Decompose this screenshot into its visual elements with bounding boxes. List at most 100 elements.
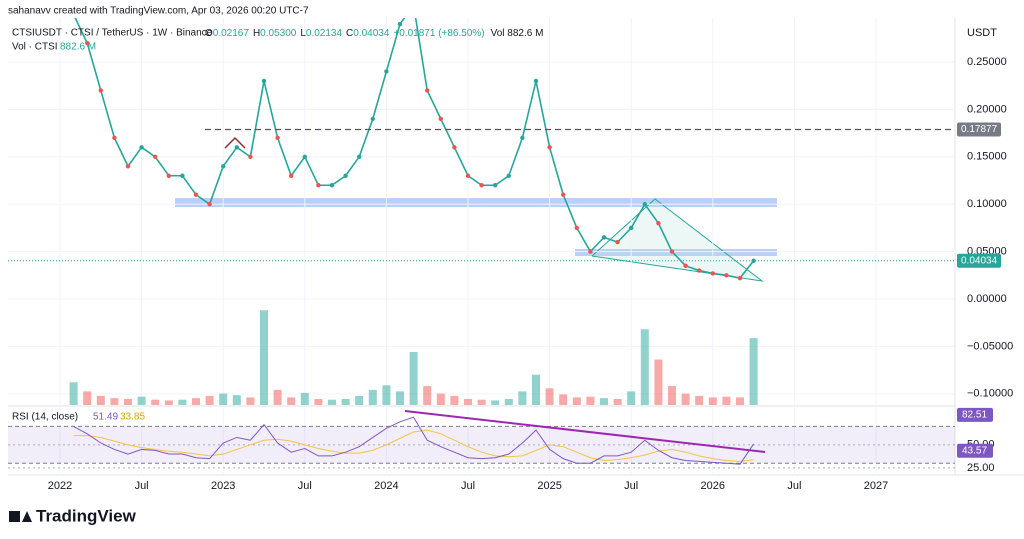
volume-bar [464, 398, 472, 405]
volume-bar [355, 395, 364, 405]
volume-bar [164, 400, 173, 405]
volume-bar [532, 374, 540, 405]
x-tick-label: 2027 [864, 480, 888, 492]
volume-bar [205, 395, 214, 405]
vol-pane-title: Vol · CTSI [12, 42, 58, 53]
x-tick-label: Jul [787, 480, 801, 492]
x-tick-label: Jul [461, 480, 475, 492]
zone [175, 198, 777, 207]
price-point [683, 263, 688, 269]
rsi-box [957, 407, 993, 422]
volume-bar [477, 399, 486, 405]
price-point [166, 173, 171, 178]
price-point [574, 225, 579, 231]
ohlc-value: 0.04034 [353, 28, 390, 39]
volume-bar [559, 394, 568, 405]
ohlc-label: L [300, 28, 306, 39]
price-point [289, 173, 294, 178]
logo: TradingView [9, 506, 137, 525]
volume-bar [409, 351, 418, 405]
price-point [737, 275, 743, 281]
volume-bar [681, 393, 690, 405]
price-point [98, 88, 104, 93]
volume-bar [328, 399, 336, 405]
volume-bar [600, 398, 608, 405]
volume-bar [192, 398, 200, 405]
volume-bar [654, 359, 663, 405]
volume-bar [586, 396, 595, 405]
ohlc: O0.02167 H0.05300 L0.02134 C0.04034 +0.01871… [205, 28, 543, 39]
price-point [302, 154, 307, 159]
price-point [139, 145, 144, 150]
volume-bar [572, 397, 581, 405]
x-tick-label: Jul [624, 480, 638, 492]
price-point [669, 249, 675, 254]
price-point [642, 201, 647, 207]
credit: sahanavv created with TradingView.com, A… [8, 6, 309, 17]
price-point [629, 225, 634, 231]
price-point [316, 183, 321, 188]
volume-bar [314, 398, 323, 405]
price-point [601, 235, 607, 240]
ohlc-label: C [346, 28, 353, 39]
rsi-line [73, 416, 755, 465]
volume-bar [545, 388, 554, 405]
price-point [724, 273, 729, 278]
volume-bar [436, 393, 445, 405]
volume-bar [504, 398, 513, 405]
price-point [615, 239, 620, 245]
price-point [561, 192, 566, 197]
price-point [533, 78, 539, 84]
price-point [710, 271, 715, 276]
rsi-box [957, 443, 993, 458]
y-tick-label: 0.10000 [967, 198, 1007, 210]
price-point [384, 69, 389, 74]
volume-bar [137, 396, 146, 405]
volume-bar [695, 395, 704, 405]
level-box [957, 122, 1001, 137]
x-tick-label: 2024 [374, 480, 398, 492]
price-point [452, 145, 457, 150]
price-point [207, 201, 212, 207]
rsi-band [8, 426, 955, 464]
x-tick-label: Jul [135, 480, 149, 492]
volume-bar [450, 395, 459, 405]
volume-bar [640, 329, 649, 405]
last-price-box [957, 253, 1001, 268]
volume-bar [219, 393, 228, 405]
rsi-ma-value: 33.85 [120, 412, 145, 423]
volume-bar [260, 310, 268, 405]
price-point [275, 135, 280, 141]
price-point [85, 40, 90, 46]
price-point [397, 21, 403, 27]
y-tick-label: 0.15000 [967, 151, 1007, 163]
level-label: 0.17877 [961, 124, 998, 135]
volume-bar [749, 338, 758, 405]
volume-bar [423, 386, 432, 405]
volume-bar [491, 400, 500, 405]
vol-header: Vol 882.6 M [491, 28, 544, 39]
volume-bar [518, 391, 527, 405]
volume-bar [246, 397, 255, 405]
volume-bar [668, 386, 676, 405]
price-point [248, 154, 253, 159]
volume-bar [368, 389, 377, 405]
price-point [520, 135, 525, 141]
price-line [74, 18, 755, 280]
volume-bar [708, 397, 717, 405]
volume-bar [627, 391, 636, 405]
price-point [125, 164, 131, 169]
price-point [329, 183, 335, 188]
price-point [465, 173, 471, 178]
price-point [438, 116, 443, 122]
x-tick-label: 2022 [48, 480, 72, 492]
triangle [591, 198, 764, 282]
ohlc-value: 0.02167 [213, 28, 250, 39]
price-point [357, 154, 362, 159]
y-tick-label: −0.05000 [967, 340, 1013, 352]
volume-bar [110, 398, 119, 405]
price-point [588, 249, 593, 254]
x-tick-label: 2023 [211, 480, 235, 492]
